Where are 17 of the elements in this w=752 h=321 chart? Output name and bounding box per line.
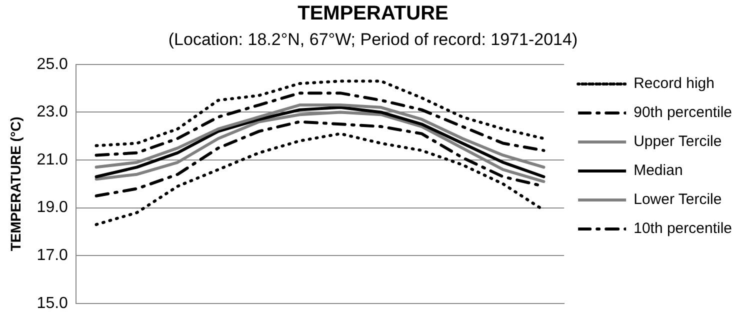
chart-title: TEMPERATURE [298,2,448,25]
legend-label: 10th percentile [634,220,732,238]
legend-label: 90th percentile [634,104,732,122]
legend-label: Upper Tercile [634,133,722,150]
y-tick-label: 21.0 [36,151,68,168]
line-series [94,92,546,157]
y-tick-label: 23.0 [36,104,68,121]
y-axis-title: TEMPERATURE (°C) [7,116,24,252]
y-tick-label: 15.0 [36,294,68,312]
line-series [94,80,546,148]
y-tick-label: 17.0 [36,247,68,264]
legend-label: Record high [634,75,714,92]
legend-label: Lower Tercile [634,191,722,208]
y-tick-label: 19.0 [36,199,68,216]
y-tick-label: 25.0 [36,56,68,73]
legend-label: Median [634,162,683,180]
chart-subtitle: (Location: 18.2°N, 67°W; Period of record: 1971-2014) [168,30,578,49]
